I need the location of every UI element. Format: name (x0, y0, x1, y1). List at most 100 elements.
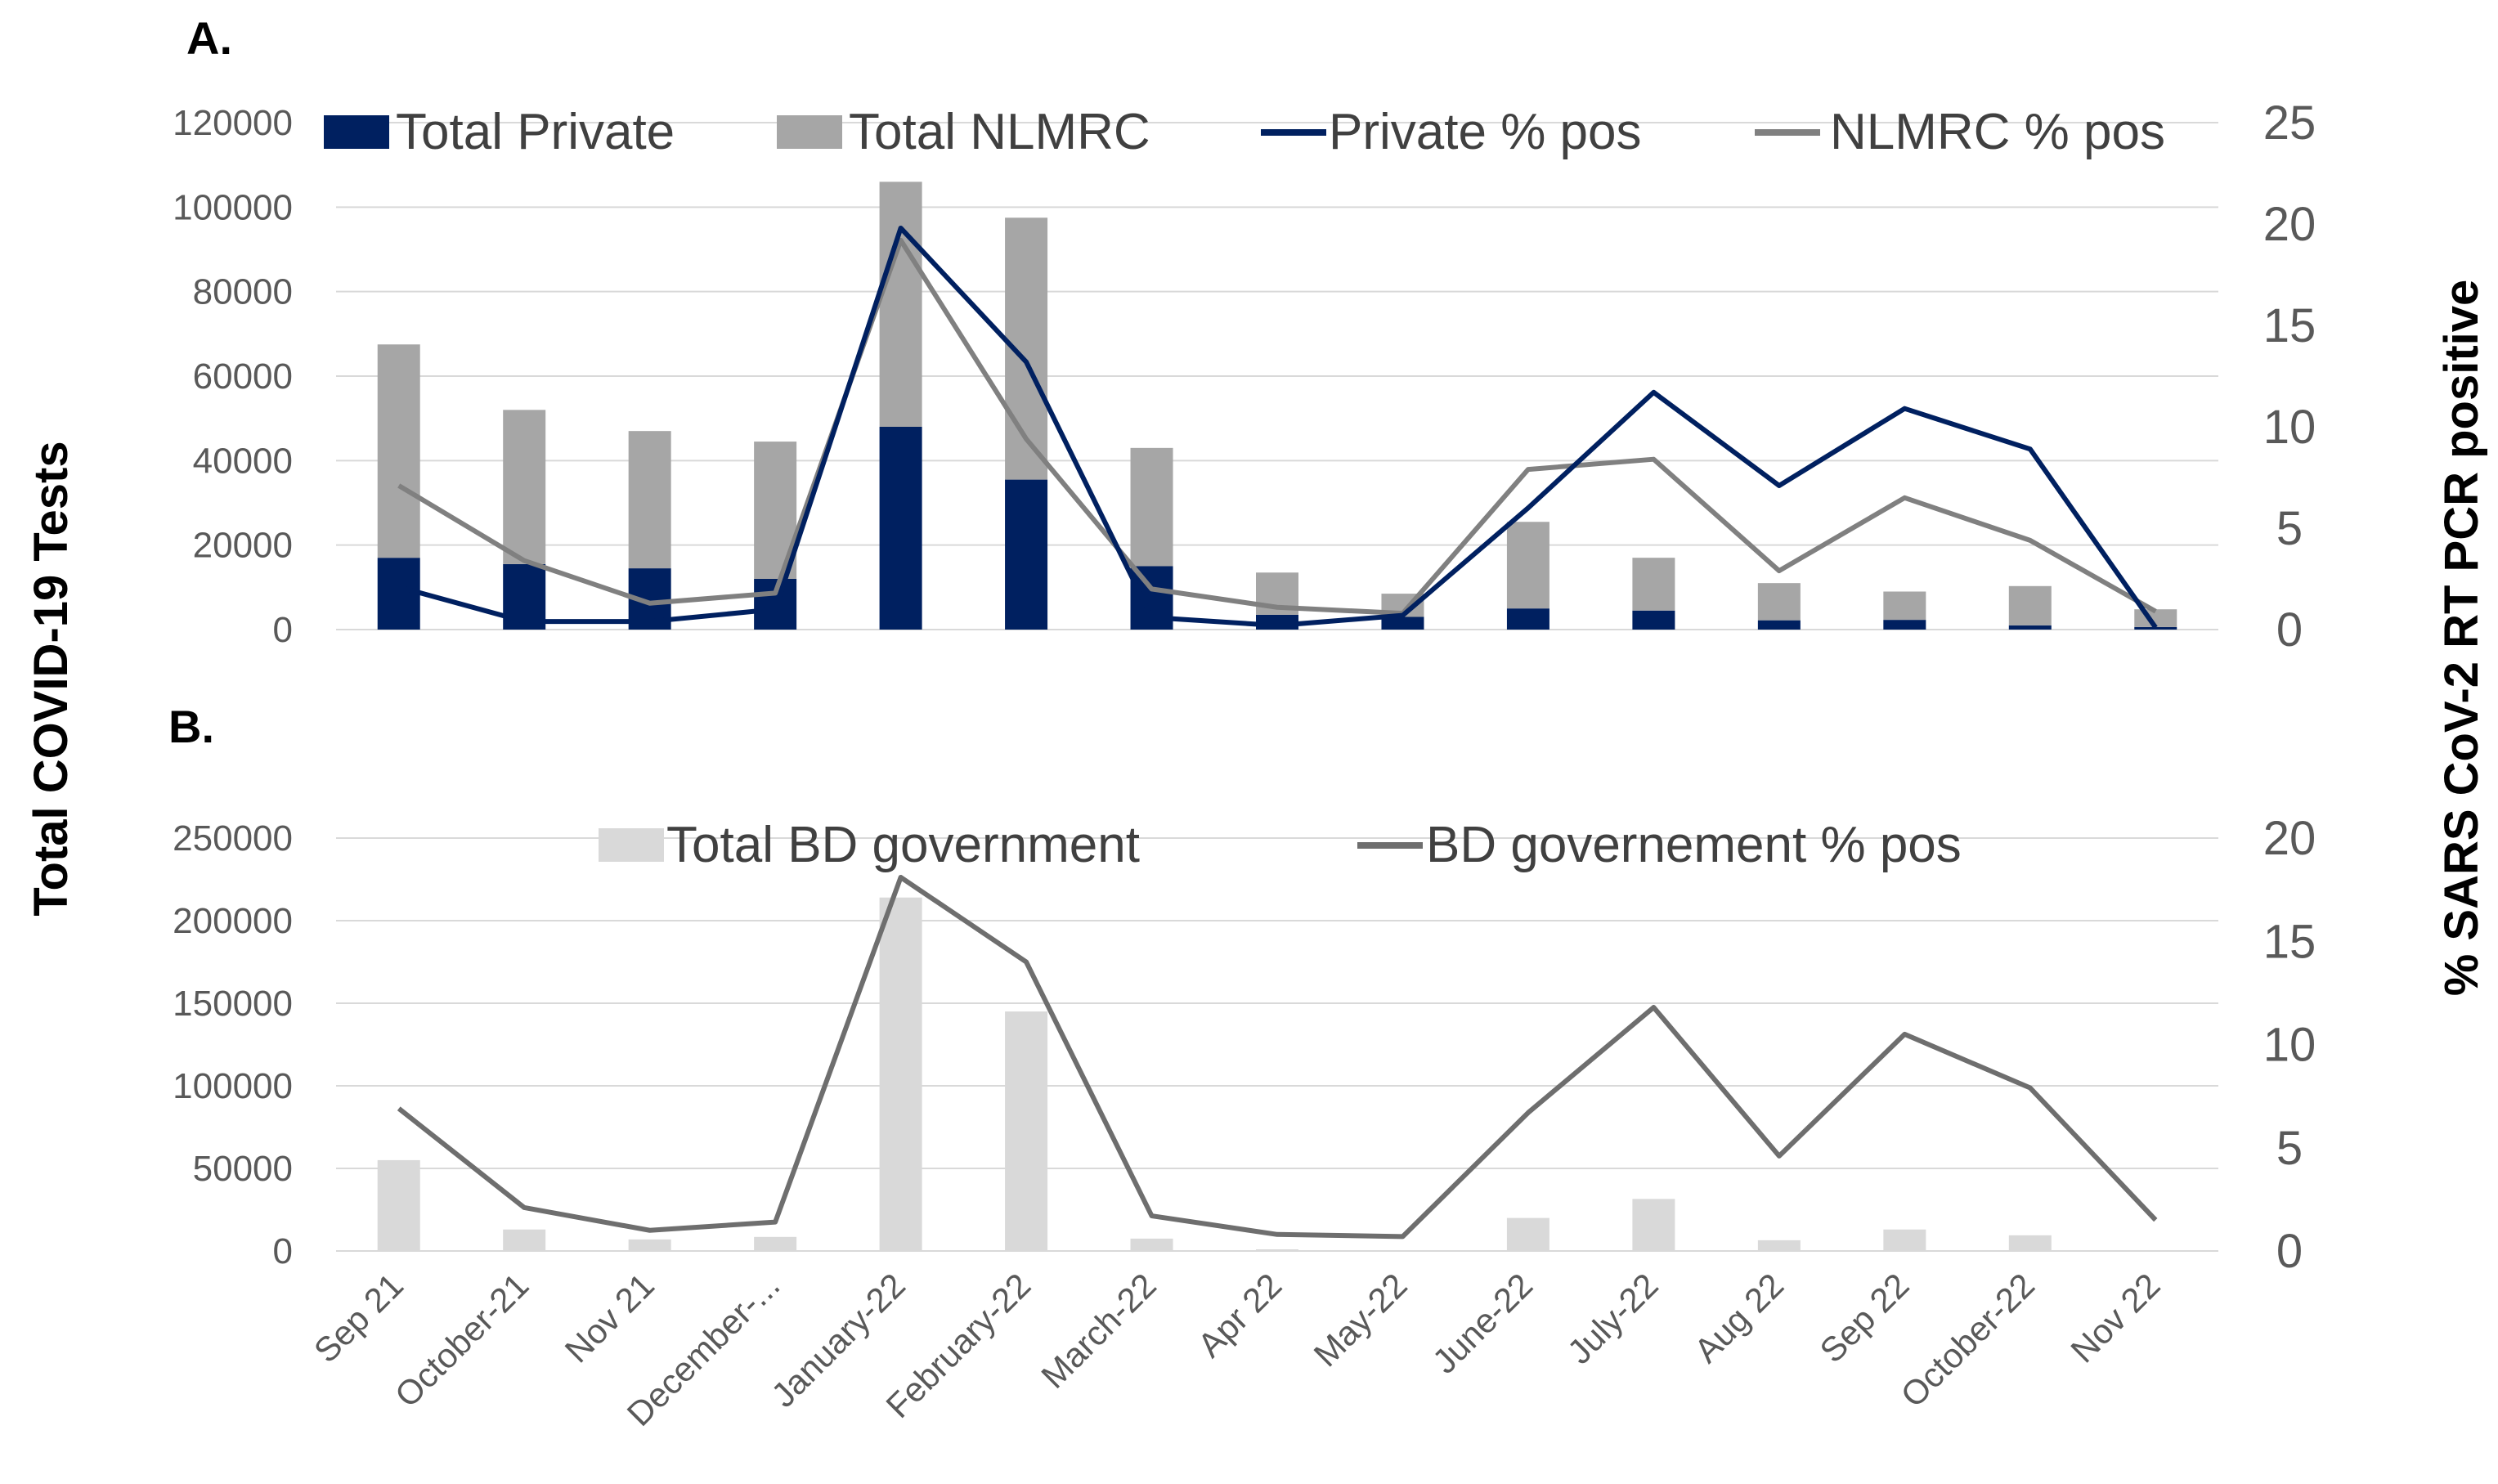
bar-nlmrc-sep-22 (1883, 591, 1926, 621)
bar-bd-government-march-22 (1130, 1238, 1173, 1251)
panel-a-lines (397, 225, 2158, 630)
bar-private-may-22 (1381, 616, 1424, 630)
bar-bd-government-february-22 (1005, 1011, 1048, 1251)
b-y-tick-label: 250000 (173, 818, 293, 859)
b-y2-tick-label: 10 (2263, 1019, 2316, 1072)
legend-label-private-pos: Private % pos (1329, 104, 1642, 160)
bar-bd-government-nov-22 (2134, 1249, 2177, 1251)
panel-b-legend: Total BD government BD governement % pos (599, 817, 1962, 873)
bar-bd-government-october-21 (503, 1229, 546, 1251)
legend-swatch-total-nlmrc (777, 115, 842, 149)
legend-swatch-total-private (324, 115, 389, 149)
bar-private-october-22 (2008, 625, 2052, 630)
a-y-tick-label: 120000 (173, 103, 293, 143)
panel-a-y2-ticks: 0 5 10 15 20 25 (2263, 96, 2316, 657)
bar-private-july-22 (1632, 610, 1675, 630)
bar-bd-government-may-22 (1381, 1249, 1424, 1251)
x-tick-nov-22: Nov 22 (2063, 1266, 2167, 1370)
bar-private-sep-22 (1883, 620, 1926, 630)
b-y2-tick-label: 15 (2263, 915, 2316, 968)
bar-bd-government-june-22 (1506, 1217, 1549, 1251)
bar-bd-government-nov-21 (628, 1239, 671, 1251)
panel-a-gridlines (336, 122, 2218, 630)
panel-b-lines (397, 874, 2158, 1240)
bar-nlmrc-nov-21 (628, 431, 671, 569)
b-y-tick-label: 150000 (173, 984, 293, 1024)
legend-label-total-private: Total Private (396, 104, 675, 160)
line-private-pos (397, 225, 2158, 630)
a-y2-tick-label: 25 (2263, 96, 2316, 150)
x-tick-july-22: July-22 (1560, 1266, 1666, 1371)
x-tick-may-22: May-22 (1307, 1266, 1415, 1374)
bar-bd-government-january-22 (879, 897, 922, 1251)
legend-label-bd-pos: BD governement % pos (1426, 817, 1962, 873)
panel-b-y-ticks: 0 50000 100000 150000 200000 250000 (173, 818, 293, 1271)
x-tick-october-21: October-21 (388, 1266, 536, 1415)
bar-bd-government-aug-22 (1757, 1240, 1801, 1251)
bar-private-nov-22 (2134, 626, 2177, 630)
bar-private-january-22 (879, 427, 922, 630)
bar-bd-government-october-22 (2008, 1235, 2052, 1251)
bar-private-sep-21 (377, 558, 420, 630)
b-y2-tick-label: 20 (2263, 812, 2316, 865)
a-y-tick-label: 0 (273, 610, 293, 650)
legend-label-nlmrc-pos: NLMRC % pos (1830, 104, 2165, 160)
legend-label-total-nlmrc: Total NLMRC (849, 104, 1150, 160)
line-bd-pos (397, 874, 2158, 1240)
a-y-tick-label: 20000 (193, 526, 293, 566)
bar-bd-government-december (754, 1236, 797, 1251)
bar-private-february-22 (1005, 479, 1048, 630)
panel-b-y2-ticks: 0 5 10 15 20 (2263, 812, 2316, 1278)
bar-private-aug-22 (1757, 620, 1801, 630)
bar-nlmrc-aug-22 (1757, 583, 1801, 621)
bar-nlmrc-sep-21 (377, 344, 420, 558)
x-tick-apr-22: Apr 22 (1191, 1266, 1289, 1365)
a-y2-tick-label: 0 (2276, 603, 2303, 657)
bar-nlmrc-july-22 (1632, 558, 1675, 611)
panel-a-legend: Total Private Total NLMRC Private % pos … (324, 104, 2165, 160)
y-axis-title-right: % SARS CoV-2 RT PCR positive (2435, 280, 2488, 997)
panel-a-bars (377, 182, 2177, 630)
panel-a-label: A. (186, 12, 232, 64)
panel-b-gridlines (336, 837, 2218, 1252)
x-tick-nov-21: Nov 21 (558, 1266, 661, 1370)
panel-b-bars (377, 897, 2177, 1251)
legend-label-total-bd-government: Total BD government (666, 817, 1140, 873)
b-y-tick-label: 0 (273, 1231, 293, 1271)
a-y2-tick-label: 10 (2263, 401, 2316, 454)
panel-a-y-ticks: 0 20000 40000 60000 80000 100000 120000 (173, 103, 293, 650)
x-tick-june-22: June-22 (1425, 1266, 1541, 1381)
bar-bd-government-sep-21 (377, 1159, 420, 1251)
a-y2-tick-label: 20 (2263, 198, 2316, 251)
b-y-tick-label: 200000 (173, 901, 293, 941)
a-y-tick-label: 60000 (193, 356, 293, 397)
panel-b: B. 0 50000 100000 150000 200000 250000 0 5 10 15… (168, 701, 2316, 1433)
x-tick-aug-22: Aug 22 (1687, 1266, 1791, 1370)
bar-bd-government-apr-22 (1256, 1249, 1298, 1251)
b-y2-tick-label: 5 (2276, 1122, 2303, 1175)
b-y-tick-label: 100000 (173, 1066, 293, 1106)
b-y-tick-label: 50000 (193, 1149, 293, 1189)
bar-bd-government-sep-22 (1883, 1229, 1926, 1251)
bar-nlmrc-january-22 (879, 182, 922, 428)
panel-a: A. 0 20000 40000 60000 80000 100000 120000 0 5 1… (173, 12, 2316, 657)
a-y-tick-label: 100000 (173, 187, 293, 227)
bar-private-june-22 (1506, 608, 1549, 630)
x-tick-march-22: March-22 (1034, 1266, 1164, 1396)
panel-b-label: B. (168, 701, 214, 752)
a-y-tick-label: 80000 (193, 272, 293, 312)
line-nlmrc-pos (397, 237, 2157, 616)
bar-nlmrc-march-22 (1130, 447, 1173, 567)
bar-nlmrc-october-21 (503, 410, 546, 564)
x-tick-october-22: October-22 (1893, 1266, 2042, 1415)
a-y2-tick-label: 15 (2263, 299, 2316, 352)
x-tick-sep-22: Sep 22 (1812, 1266, 1916, 1370)
y-axis-title-left: Total COVID-19 Tests (25, 441, 78, 916)
legend-swatch-total-bd-government (599, 828, 664, 862)
bar-bd-government-july-22 (1632, 1199, 1675, 1251)
a-y2-tick-label: 5 (2276, 502, 2303, 555)
a-y-tick-label: 40000 (193, 441, 293, 481)
b-y2-tick-label: 0 (2276, 1225, 2303, 1278)
